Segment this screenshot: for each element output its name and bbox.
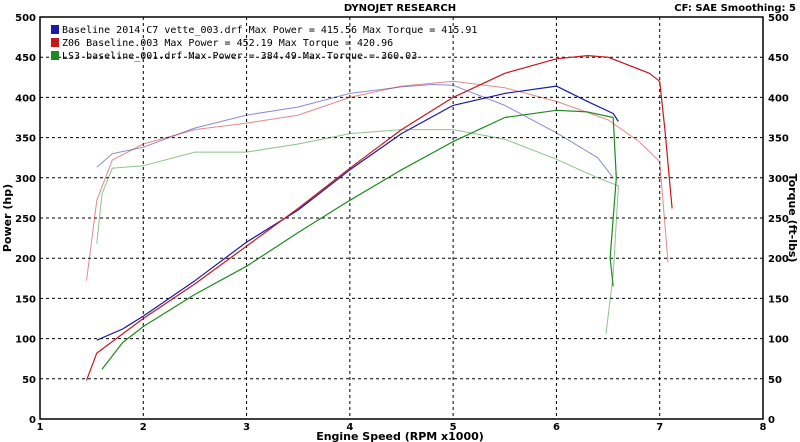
y-axis-right-label: Torque (ft-lbs)	[786, 174, 799, 263]
y-tick-right-label: 450	[768, 53, 789, 64]
series-line-z06-baseline-003-torque	[86, 80, 669, 281]
y-tick-right-label: 50	[768, 375, 782, 386]
y-tick-left-label: 500	[15, 13, 36, 24]
legend-entry-baseline: Baseline 2014 C7 vette_003.drf Max Power…	[62, 25, 477, 36]
x-axis-label: Engine Speed (RPM x1000)	[316, 430, 484, 442]
y-tick-left-label: 150	[15, 294, 36, 305]
y-tick-right-label: 400	[768, 93, 789, 104]
chart-settings: CF: SAE Smoothing: 5	[674, 3, 796, 14]
x-tick-label: 2	[140, 422, 147, 433]
y-axis-left-label: Power (hp)	[1, 184, 14, 252]
y-tick-right-label: 500	[768, 13, 789, 24]
plot-frame	[39, 16, 764, 420]
legend-entry-z06: Z06 Baseline.003 Max Power = 452.19 Max …	[62, 38, 393, 49]
series-layer	[85, 54, 673, 381]
y-tick-left-label: 100	[15, 335, 36, 346]
y-tick-right-label: 350	[768, 134, 789, 145]
legend-swatch-z06	[51, 38, 59, 47]
y-axis-left: 0 50 100 150 200 250 300 350 400 450 500	[15, 13, 36, 426]
legend: Baseline 2014 C7 vette_003.drf Max Power…	[51, 25, 477, 62]
series-line-z06-baseline-003-power	[85, 54, 673, 381]
x-axis: 1 2 3 4 5 6 7 8	[37, 422, 767, 433]
x-tick-label: 7	[656, 422, 663, 433]
y-tick-left-label: 400	[15, 93, 36, 104]
legend-swatch-ls3	[51, 51, 59, 60]
y-tick-left-label: 450	[15, 53, 36, 64]
y-tick-right-label: 200	[768, 254, 789, 265]
y-tick-left-label: 300	[15, 174, 36, 185]
y-tick-right-label: 300	[768, 174, 789, 185]
series-line-baseline-2014-c7-vette-003-drf-torque	[96, 84, 614, 179]
y-tick-right-label: 150	[768, 294, 789, 305]
y-tick-right-label: 0	[768, 415, 775, 426]
x-tick-label: 8	[760, 422, 767, 433]
series-line-ls3-baseline-001-drf-power	[101, 109, 617, 370]
y-tick-left-label: 0	[29, 415, 36, 426]
y-tick-left-label: 50	[22, 375, 36, 386]
series-line-baseline-2014-c7-vette-003-drf-power	[96, 85, 619, 341]
series-line-ls3-baseline-001-drf-torque	[96, 129, 619, 334]
y-tick-right-label: 250	[768, 214, 789, 225]
y-axis-right: 0 50 100 150 200 250 300 350 400 450 500	[768, 13, 789, 426]
x-tick-label: 4	[346, 422, 353, 433]
legend-entry-ls3: LS3 baseline_001.drf Max Power = 384.49 …	[62, 51, 417, 62]
chart-title: DYNOJET RESEARCH	[344, 3, 456, 14]
x-tick-label: 3	[243, 422, 250, 433]
y-tick-left-label: 200	[15, 254, 36, 265]
y-tick-left-label: 350	[15, 134, 36, 145]
y-tick-left-label: 250	[15, 214, 36, 225]
x-tick-label: 5	[450, 422, 457, 433]
x-tick-label: 1	[37, 422, 44, 433]
x-tick-label: 6	[553, 422, 560, 433]
y-tick-right-label: 100	[768, 335, 789, 346]
legend-swatch-baseline	[51, 25, 59, 34]
